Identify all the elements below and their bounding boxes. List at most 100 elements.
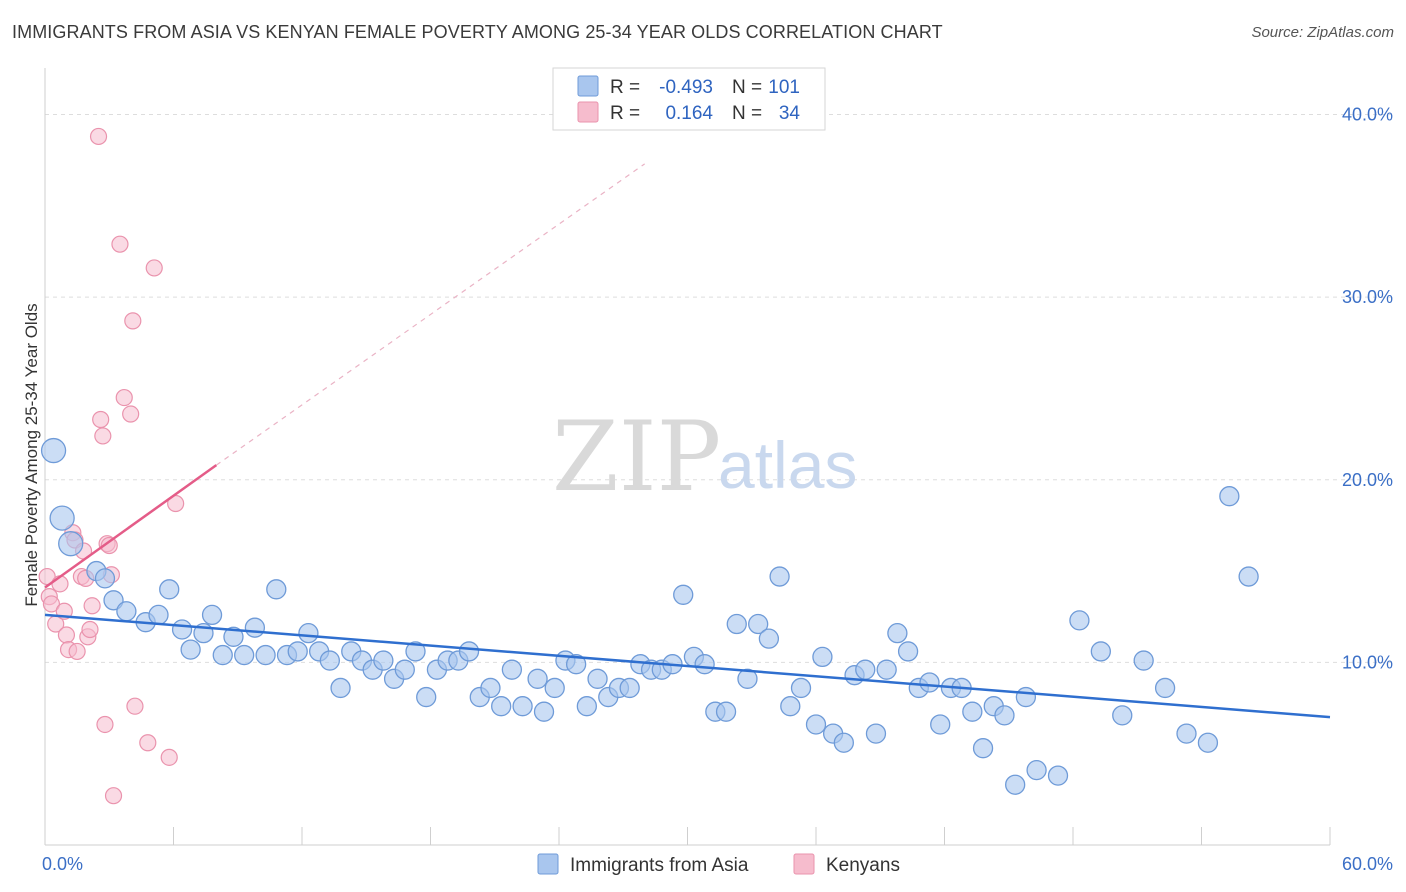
asia-point <box>1238 566 1259 587</box>
asia-point <box>330 677 351 699</box>
kenya-point <box>104 787 123 805</box>
legend-n-value-asia: 101 <box>768 77 800 98</box>
legend-r-label-asia: R = <box>610 77 640 98</box>
kenya-point <box>42 595 61 613</box>
asia-point <box>512 696 533 717</box>
asia-point <box>812 646 833 668</box>
y-tick-label: 40.0% <box>1342 105 1393 125</box>
series-swatch-asia <box>537 853 559 875</box>
asia-point <box>1047 765 1069 786</box>
asia-point <box>40 437 67 464</box>
kenya-point <box>96 715 114 734</box>
series-swatch-kenya <box>793 853 815 875</box>
asia-point <box>116 601 137 622</box>
asia-point <box>49 505 75 531</box>
x-tick-label-max: 60.0% <box>1342 854 1393 874</box>
asia-point <box>266 579 287 600</box>
kenya-point <box>100 536 118 555</box>
asia-point <box>1197 732 1219 753</box>
kenya-point <box>122 405 140 423</box>
asia-point <box>94 568 116 589</box>
asia-point <box>171 619 193 640</box>
kenya-point <box>160 748 178 766</box>
asia-point <box>58 531 84 557</box>
correlation-legend: R = -0.493 N = 101 R = 0.164 N = 34 <box>552 67 826 131</box>
asia-point <box>833 732 854 753</box>
asia-point <box>394 659 415 680</box>
asia-point <box>180 639 201 660</box>
asia-point <box>501 659 523 680</box>
kenya-point <box>111 235 129 253</box>
x-tick-labels: 0.0% 60.0% <box>42 854 1393 874</box>
asia-point <box>1219 486 1240 507</box>
asia-point <box>287 641 308 662</box>
y-axis-label: Female Poverty Among 25-34 Year Olds <box>22 303 41 606</box>
asia-point <box>565 654 587 675</box>
series-legend: Immigrants from Asia Kenyans <box>537 853 900 876</box>
asia-point <box>159 579 180 600</box>
asia-point <box>887 623 908 644</box>
chart-title: IMMIGRANTS FROM ASIA VS KENYAN FEMALE PO… <box>12 22 943 42</box>
asia-point <box>790 677 812 699</box>
asia-point <box>715 701 737 722</box>
asia-point <box>737 668 758 689</box>
legend-r-value-asia: -0.493 <box>659 77 713 98</box>
legend-swatch-asia <box>577 75 599 97</box>
source-note: Source: ZipAtlas.com <box>1251 24 1394 41</box>
asia-point <box>1069 610 1090 631</box>
asia-point <box>1154 677 1176 699</box>
y-tick-labels: 10.0% 20.0% 30.0% 40.0% <box>1342 105 1393 673</box>
asia-point <box>576 696 597 717</box>
asia-point <box>223 626 244 647</box>
asia-point <box>298 623 319 644</box>
asia-point <box>1176 723 1197 744</box>
asia-point <box>103 590 124 611</box>
kenya-trend-extension <box>215 163 646 466</box>
trend-lines <box>215 163 646 466</box>
watermark-atlas: atlas <box>718 428 857 502</box>
asia-point <box>962 701 983 722</box>
legend-swatch-kenya <box>577 101 599 123</box>
asia-point <box>1015 686 1037 708</box>
asia-point <box>244 617 266 638</box>
asia-point <box>758 628 780 649</box>
asia-point <box>527 668 548 689</box>
asia-point <box>897 641 919 662</box>
kenya-point <box>139 734 157 752</box>
asia-point <box>319 650 340 671</box>
kenya-point <box>115 388 133 407</box>
kenya-point <box>92 410 110 429</box>
kenya-point <box>145 259 163 277</box>
asia-point <box>405 641 426 662</box>
asia-point <box>748 613 769 635</box>
legend-r-label-kenya: R = <box>610 103 640 124</box>
asia-point <box>780 696 801 717</box>
asia-point <box>491 696 512 717</box>
kenya-point <box>94 427 112 445</box>
kenyans-points <box>38 127 185 805</box>
asia-points <box>40 437 1331 795</box>
asia-point <box>373 650 394 671</box>
series-label-kenya: Kenyans <box>826 855 900 876</box>
asia-point <box>458 641 480 662</box>
asia-point <box>855 659 876 680</box>
asia-point <box>876 659 897 680</box>
y-tick-label: 10.0% <box>1342 652 1393 672</box>
asia-point <box>1005 774 1026 795</box>
asia-point <box>480 677 501 699</box>
asia-point <box>255 644 276 666</box>
kenya-point <box>89 127 108 146</box>
asia-point <box>1112 705 1133 726</box>
asia-point <box>201 604 223 626</box>
kenya-point <box>124 312 142 330</box>
x-tick-label-min: 0.0% <box>42 854 83 874</box>
watermark: ZIP atlas <box>552 401 857 513</box>
asia-point <box>1090 641 1111 662</box>
asia-point <box>865 723 887 744</box>
asia-point <box>544 677 565 699</box>
asia-point <box>416 686 437 708</box>
kenya-point <box>126 697 144 715</box>
asia-trend-line <box>44 613 1331 719</box>
gridlines <box>45 114 1392 663</box>
asia-point <box>1133 650 1154 671</box>
